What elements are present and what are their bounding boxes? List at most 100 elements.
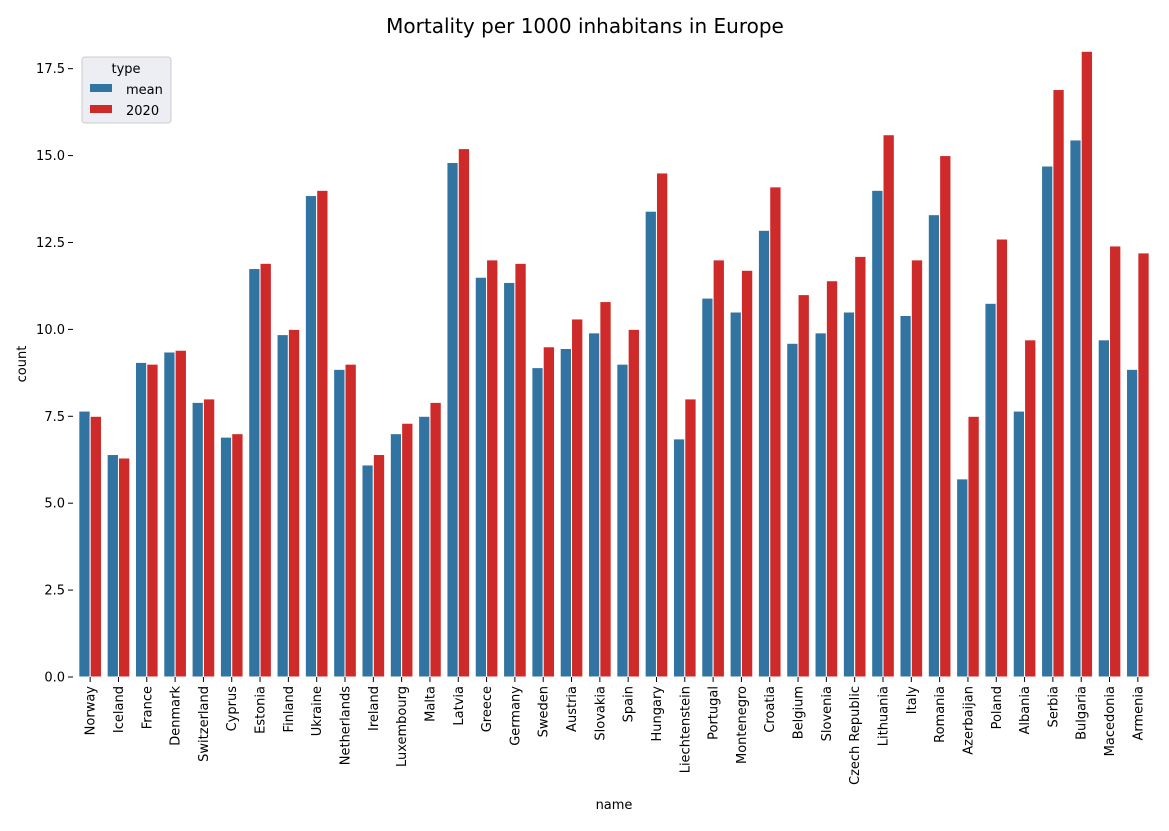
bar-2020-austria [571,318,584,678]
bar-mean-macedonia [1097,339,1111,678]
bar-2020-romania [939,155,952,678]
bar-mean-luxembourg [389,433,403,678]
bar-2020-malta [429,401,442,678]
bar-mean-finland [276,334,289,678]
bar-2020-hungary [655,172,669,678]
bar-2020-lithuania [882,134,895,678]
bar-mean-malta [418,415,431,678]
bar-2020-switzerland [202,398,216,678]
x-tick-label: Sweden [537,686,552,737]
y-axis-label: count [15,346,30,383]
y-axis: 0.0 2.5 5.0 7.5 10.0 12.5 15.0 17.5 [36,62,73,686]
x-tick-label: Ireland [367,686,382,731]
x-tick-label: Austria [565,686,580,732]
legend-label-mean: mean [126,83,163,98]
bar-mean-montenegro [729,311,742,678]
bar-2020-cyprus [231,433,244,678]
x-tick-label: Azerbaijan [961,686,976,755]
legend-label-2020: 2020 [126,104,159,119]
bar-2020-ireland [372,454,386,678]
x-tick-label: Latvia [452,686,467,726]
bar-2020-czech-republic [854,255,867,678]
bar-mean-croatia [757,229,771,678]
chart-title: Mortality per 1000 inhabitans in Europe [386,14,784,38]
x-tick-label: Lithuania [877,686,892,746]
bar-2020-sweden [542,346,556,678]
x-tick-label: Poland [990,686,1005,729]
legend-title: type [111,62,140,77]
y-tick-label: 10.0 [36,323,65,338]
bar-mean-czech-republic [842,311,856,678]
bar-mean-lithuania [871,189,884,678]
bar-2020-iceland [117,457,131,678]
x-tick-label: Norway [84,686,99,736]
bar-2020-finland [287,328,301,678]
bar-mean-france [134,361,148,678]
bar-mean-switzerland [191,401,204,678]
bar-mean-norway [78,410,91,678]
bar-2020-denmark [174,349,187,678]
x-tick-label: Portugal [707,686,722,740]
bar-2020-portugal [712,259,725,678]
bar-mean-ukraine [304,195,318,678]
x-tick-label: Iceland [112,686,127,733]
bar-mean-germany [503,281,516,678]
bar-mean-liechtenstein [672,438,686,678]
x-tick-label: Switzerland [197,686,212,762]
bar-2020-croatia [769,186,782,678]
legend-swatch-2020 [90,105,112,113]
bar-2020-armenia [1137,252,1150,678]
bar-2020-slovenia [825,280,839,678]
bar-2020-norway [89,415,102,678]
bar-mean-sweden [531,367,544,678]
x-tick-label: Germany [508,686,523,746]
y-tick-label: 15.0 [36,149,65,164]
bar-2020-montenegro [740,269,754,678]
bar-2020-belgium [797,294,810,678]
bar-2020-bulgaria [1080,50,1094,678]
bar-2020-germany [514,262,527,678]
bar-2020-latvia [457,148,471,678]
bar-mean-estonia [248,268,261,678]
bar-mean-romania [927,214,941,678]
bars [78,50,1150,678]
bar-2020-macedonia [1109,245,1122,678]
bar-2020-serbia [1052,89,1065,678]
x-tick-label: Montenegro [735,686,750,764]
x-tick-label: Bulgaria [1075,686,1090,740]
bar-mean-ireland [361,464,374,678]
x-tick-label: Macedonia [1103,686,1118,756]
legend: type mean 2020 [81,56,172,124]
x-tick-label: Romania [933,686,948,743]
x-tick-label: Denmark [169,686,184,746]
y-tick-label: 2.5 [44,584,65,599]
bar-2020-spain [627,328,640,678]
bar-mean-austria [559,348,573,678]
x-tick-label: Armenia [1131,686,1146,741]
x-tick-label: Belgium [792,686,807,739]
bar-mean-belgium [786,342,799,678]
bar-mean-netherlands [333,368,346,678]
x-tick-label: Czech Republic [848,686,863,785]
y-tick-label: 12.5 [36,236,65,251]
bar-mean-slovenia [814,332,827,678]
bar-2020-liechtenstein [684,398,697,678]
bar-mean-poland [984,302,997,678]
bar-2020-azerbaijan [967,415,980,678]
x-tick-label: Slovakia [593,686,608,741]
legend-swatch-mean [90,84,112,92]
bar-mean-slovakia [588,332,601,678]
x-tick-label: Slovenia [820,686,835,741]
x-tick-label: Finland [282,686,297,732]
x-tick-label: Liechtenstein [678,686,693,773]
y-tick-label: 7.5 [44,410,65,425]
x-axis: Norway Iceland France Denmark Switzerland Cyp… [84,677,1146,785]
bar-mean-iceland [106,454,119,678]
bar-2020-poland [995,238,1009,678]
x-tick-label: Spain [622,686,637,722]
bar-mean-armenia [1126,368,1139,678]
x-tick-label: Italy [905,686,920,715]
bar-2020-ukraine [316,189,329,678]
